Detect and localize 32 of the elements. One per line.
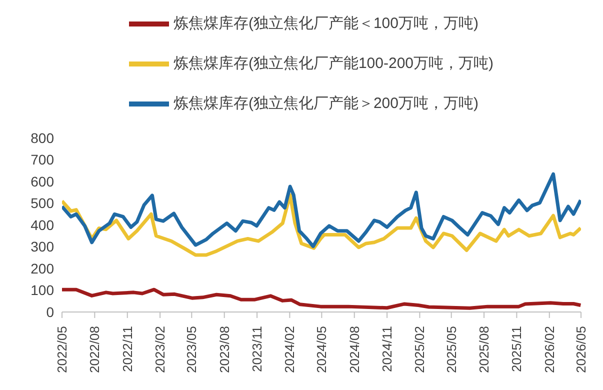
x-tick-label: 2024/05 [314,326,330,373]
y-tick-label: 800 [30,130,54,146]
y-tick-label: 200 [30,260,54,276]
legend-label: 炼焦煤库存(独立焦化厂产能＞200万吨，万吨) [173,94,478,112]
y-tick-label: 700 [30,152,54,168]
x-tick-label: 2023/08 [216,326,232,373]
x-tick-label: 2022/11 [120,326,135,372]
x-tick-label: 2024/02 [282,326,298,373]
legend-label: 炼焦煤库存(独立焦化厂产能100-200万吨，万吨) [173,54,494,72]
x-tick-label: 2024/08 [346,326,362,373]
y-tick-label: 600 [30,173,54,190]
x-tick-label: 2025/05 [444,326,459,373]
x-tick-label: 2024/11 [380,326,395,372]
x-tick-label: 2025/11 [509,326,524,372]
line-series [62,288,581,310]
y-tick-label: 300 [30,238,54,255]
x-tick-label: 2023/11 [250,326,265,372]
y-tick-label: 0 [46,304,54,320]
line-series [62,193,581,257]
y-tick-label: 500 [30,195,54,212]
line-series [62,172,581,248]
x-tick-label: 2022/08 [87,326,102,373]
x-tick-label: 2025/08 [476,326,492,373]
x-tick-label: 2023/02 [152,326,168,373]
x-tick-label: 2023/05 [184,326,200,373]
x-tick-label: 2026/02 [542,326,557,373]
legend-label: 炼焦煤库存(独立焦化厂产能＜100万吨，万吨) [173,14,478,32]
y-tick-label: 100 [30,282,54,298]
y-tick-label: 400 [30,216,54,233]
x-tick-label: 2022/05 [54,326,70,373]
x-tick-label: 2026/05 [574,326,588,373]
x-tick-label: 2025/02 [412,326,428,373]
